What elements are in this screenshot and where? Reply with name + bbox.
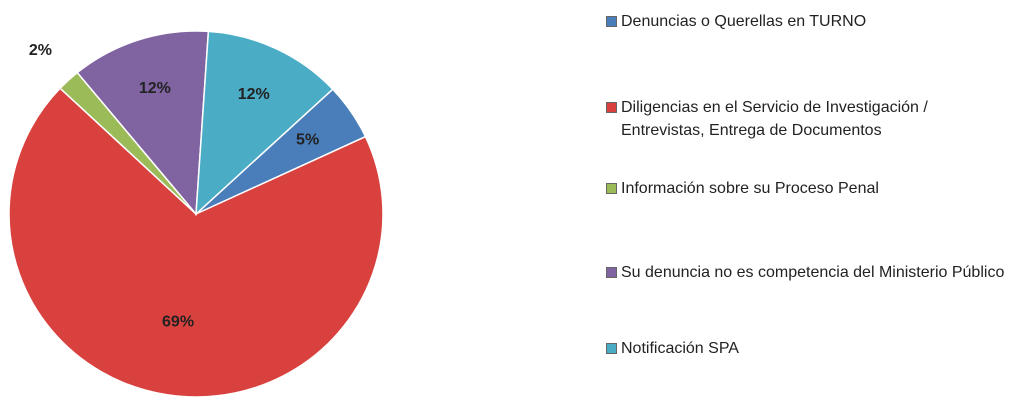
legend-swatch xyxy=(606,267,617,278)
legend-label: Notificación SPA xyxy=(621,340,739,357)
legend-swatch xyxy=(606,16,617,27)
pie-slice xyxy=(76,30,210,216)
legend-label: Información sobre su Proceso Penal xyxy=(621,180,879,197)
legend-swatch xyxy=(606,343,617,354)
legend-label: Diligencias en el Servicio de Investigac… xyxy=(621,99,928,139)
data-label: 12% xyxy=(139,80,171,97)
pie-slice xyxy=(195,30,334,216)
pie-slice xyxy=(8,87,384,398)
legend-item: Denuncias o Querellas en TURNO xyxy=(606,10,1016,33)
legend-item: Información sobre su Proceso Penal xyxy=(606,177,1016,200)
legend-swatch xyxy=(606,102,617,113)
legend-item: Su denuncia no es competencia del Minist… xyxy=(606,261,1016,284)
data-label: 5% xyxy=(296,132,319,149)
legend-label: Su denuncia no es competencia del Minist… xyxy=(621,264,1005,281)
legend-swatch xyxy=(606,183,617,194)
legend-item: Diligencias en el Servicio de Investigac… xyxy=(606,96,1016,142)
data-label: 69% xyxy=(162,314,194,331)
data-label: 2% xyxy=(29,42,52,59)
legend-label: Denuncias o Querellas en TURNO xyxy=(621,13,867,30)
legend-item: Notificación SPA xyxy=(606,337,1016,360)
data-label: 12% xyxy=(238,86,270,103)
